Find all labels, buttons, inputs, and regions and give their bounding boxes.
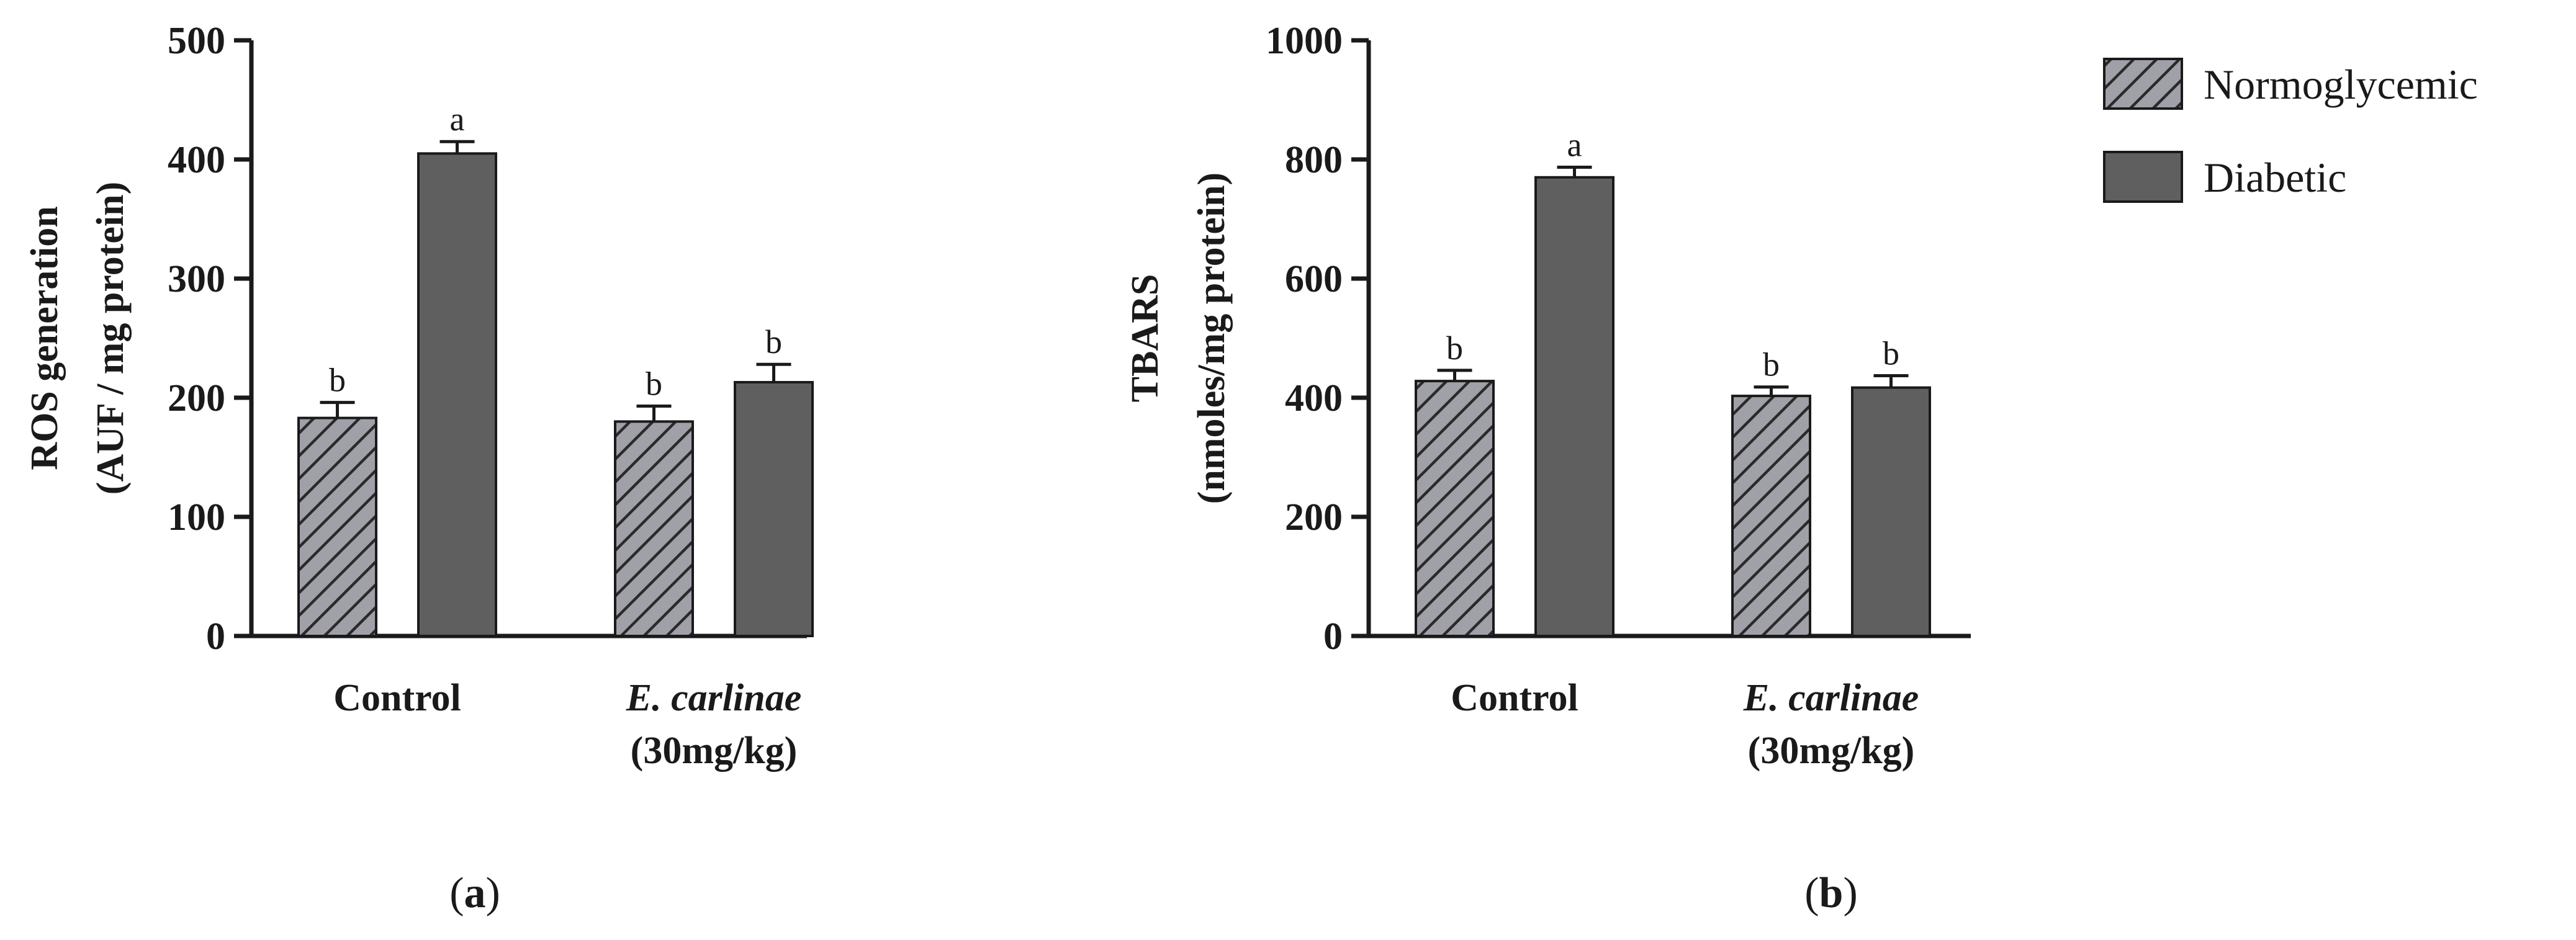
category-label: E. carlinae [1743, 677, 1919, 719]
y-tick-label: 300 [168, 258, 225, 300]
legend-swatch-normoglycemic [2103, 58, 2183, 110]
y-tick-label: 400 [1285, 377, 1343, 419]
significance-letter: b [1763, 346, 1780, 383]
panel-label-close: ) [486, 869, 500, 917]
y-axis-title-line1: TBARS [1124, 274, 1166, 403]
significance-letter: a [1567, 126, 1582, 163]
panel-label: (b) [1804, 869, 1858, 917]
legend: Normoglycemic Diabetic [2103, 58, 2478, 203]
category-label-line2: (30mg/kg) [631, 730, 798, 772]
category-label: E. carlinae [626, 677, 801, 719]
category-label: Control [1451, 677, 1578, 719]
legend-swatch-diabetic [2103, 151, 2183, 203]
panel-label-letter: a [464, 869, 486, 917]
chart-panel-b: 0 200 400 600 800 1000 TBARS (nmoles/mg protein… [1124, 20, 1971, 917]
bar-normoglycemic [1731, 395, 1811, 637]
legend-label: Diabetic [2204, 154, 2346, 201]
category-label: Control [333, 677, 461, 719]
y-tick-label: 400 [168, 139, 225, 181]
y-axis-title-line2: (nmoles/mg protein) [1191, 172, 1233, 504]
y-tick-label: 1000 [1266, 20, 1343, 62]
significance-letter: b [1883, 334, 1899, 372]
category-label-line2: (30mg/kg) [1748, 730, 1915, 772]
y-tick-label: 200 [168, 377, 225, 419]
chart-panel-a: 0 100 200 300 400 500 ROS generation (AUF / mg … [24, 20, 814, 917]
significance-letter: b [646, 365, 662, 402]
y-tick-label: 0 [1323, 615, 1343, 658]
significance-letter: b [765, 323, 782, 360]
bar-normoglycemic [297, 416, 377, 637]
y-tick-label: 800 [1285, 139, 1343, 181]
y-tick-label: 200 [1285, 496, 1343, 539]
y-tick-label: 600 [1285, 258, 1343, 300]
bar-diabetic [417, 152, 497, 637]
bar-diabetic [1851, 386, 1931, 637]
y-axis-title-line2: (AUF / mg protein) [89, 182, 132, 495]
panel-label-close: ) [1843, 869, 1857, 917]
y-tick-label: 500 [168, 20, 225, 62]
bar-normoglycemic [614, 420, 694, 638]
y-tick-label: 100 [168, 496, 225, 539]
panel-label-open: ( [1804, 869, 1819, 917]
panel-label-letter: b [1819, 869, 1844, 917]
y-tick-label: 0 [206, 615, 225, 658]
bar-diabetic [1534, 176, 1615, 637]
panel-label-open: ( [449, 869, 464, 917]
bar-diabetic [734, 381, 814, 637]
panel-label: (a) [449, 869, 500, 917]
legend-label: Normoglycemic [2204, 61, 2478, 108]
significance-letter: a [450, 101, 465, 138]
y-axis-title-line1: ROS generation [24, 206, 66, 470]
significance-letter: b [329, 362, 346, 399]
significance-letter: b [1446, 329, 1463, 367]
bar-normoglycemic [1415, 380, 1495, 637]
